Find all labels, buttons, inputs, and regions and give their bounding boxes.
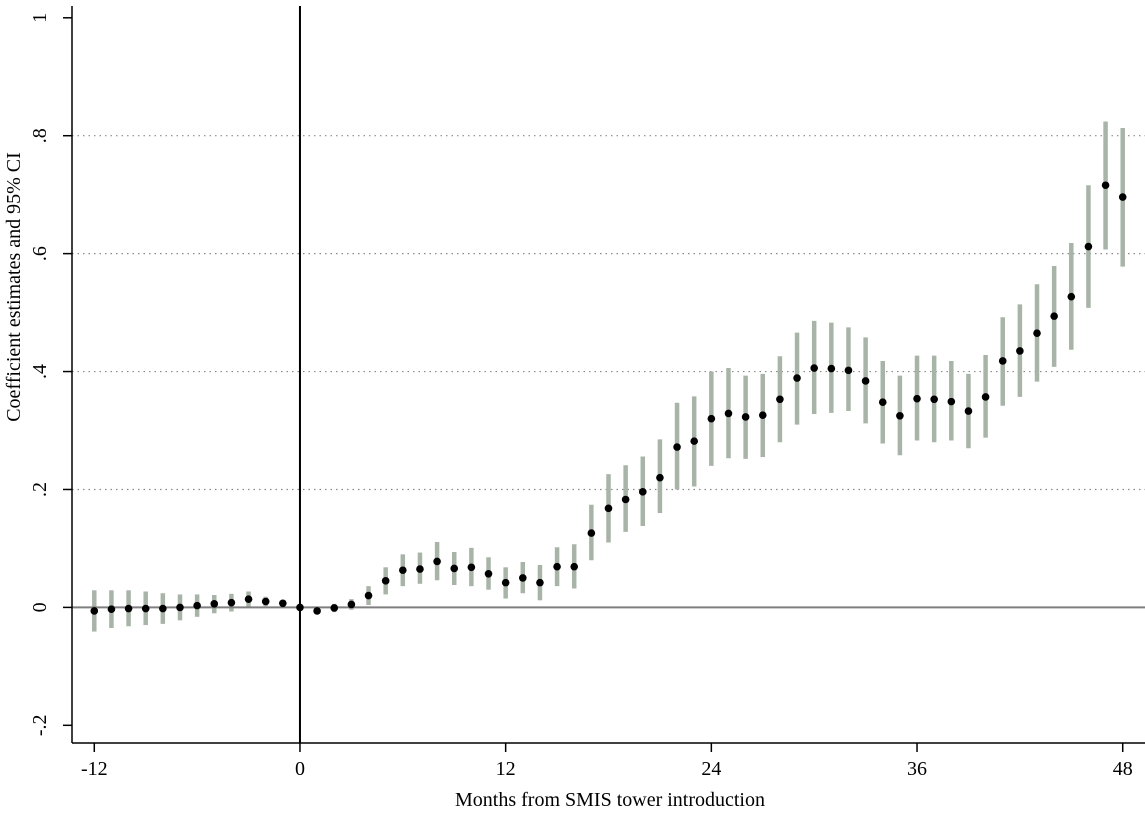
data-point <box>159 604 167 613</box>
data-point <box>261 597 270 606</box>
data-point <box>536 578 544 587</box>
y-tick-label: .4 <box>29 364 51 379</box>
data-point <box>553 562 561 571</box>
data-point <box>381 577 390 585</box>
x-tick-label: 48 <box>1113 758 1133 780</box>
data-point <box>913 394 921 403</box>
data-point <box>758 411 767 419</box>
data-point <box>90 607 99 615</box>
y-tick-label: .8 <box>29 128 51 143</box>
data-point <box>227 598 236 607</box>
data-point <box>107 605 116 613</box>
data-point <box>193 601 201 610</box>
data-point <box>827 364 836 373</box>
data-point <box>810 364 818 372</box>
data-point <box>604 504 613 513</box>
data-point <box>690 437 699 445</box>
data-point <box>724 409 733 418</box>
data-point <box>656 473 664 482</box>
reference-lines <box>72 6 1145 743</box>
data-point <box>467 563 476 572</box>
data-point <box>741 413 750 421</box>
data-point <box>244 595 253 603</box>
data-point <box>861 377 870 385</box>
x-tick-label: -12 <box>81 758 108 780</box>
y-axis-title: Coefficient estimates and 95% CI <box>3 152 25 422</box>
data-point <box>1101 181 1110 190</box>
y-tick-label: .2 <box>29 482 51 497</box>
data-point <box>141 604 150 613</box>
data-point <box>947 397 956 406</box>
data-point <box>176 603 184 612</box>
data-point <box>518 574 527 582</box>
data-point <box>998 357 1007 365</box>
data-point <box>433 557 441 566</box>
data-point <box>399 566 407 575</box>
data-point <box>776 395 784 404</box>
data-point <box>1084 242 1093 251</box>
data-point <box>1016 347 1024 355</box>
data-point <box>210 600 219 608</box>
data-point <box>347 600 356 609</box>
data-point <box>501 578 510 587</box>
data-point <box>484 569 493 578</box>
x-tick-label: 24 <box>701 758 721 780</box>
data-point <box>416 565 424 573</box>
data-point <box>673 443 681 451</box>
data-point <box>364 591 373 600</box>
ci-bars <box>92 121 1125 632</box>
x-axis-title: Months from SMIS tower introduction <box>455 789 765 811</box>
data-point <box>844 366 853 375</box>
x-tick-label: 12 <box>496 758 516 780</box>
x-tick-label: 0 <box>295 758 305 780</box>
data-points <box>90 181 1127 615</box>
data-point <box>1118 193 1127 201</box>
data-point <box>981 393 990 401</box>
y-tick-label: 0 <box>29 602 51 612</box>
data-point <box>330 604 339 612</box>
y-tick-label: .6 <box>29 246 51 261</box>
data-point <box>1067 292 1076 301</box>
data-point <box>313 607 321 615</box>
data-point <box>793 374 801 382</box>
data-point <box>621 495 630 504</box>
data-point <box>279 599 287 608</box>
axes: -12 0 12 24 36 48 -.2 0 .2 .4 .6 .8 1 <box>29 6 1145 780</box>
data-point <box>638 488 647 496</box>
data-point <box>964 407 973 415</box>
data-point <box>587 529 596 537</box>
y-tick-label: 1 <box>29 13 51 23</box>
data-point <box>1033 329 1041 338</box>
data-point <box>450 564 459 573</box>
x-tick-label: 36 <box>907 758 927 780</box>
data-point <box>896 411 904 420</box>
data-point <box>930 395 938 404</box>
data-point <box>878 398 887 407</box>
data-point <box>570 562 579 571</box>
y-tick-label: -.2 <box>29 714 51 736</box>
data-point <box>124 604 133 613</box>
data-point <box>1050 312 1058 320</box>
data-point <box>707 414 716 423</box>
data-point <box>296 603 304 612</box>
